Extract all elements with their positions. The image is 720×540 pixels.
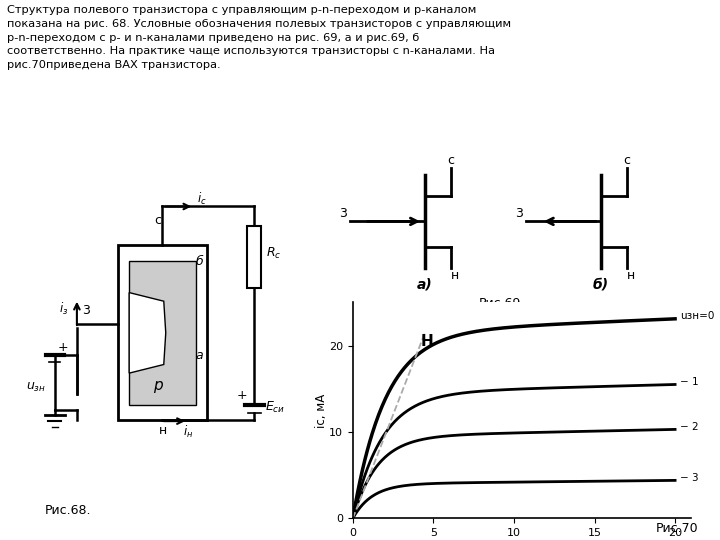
Text: с: с — [448, 153, 454, 166]
Text: $i_н$: $i_н$ — [183, 424, 194, 440]
Text: uзн=0: uзн=0 — [680, 311, 714, 321]
Text: Н: Н — [420, 334, 433, 349]
Bar — [118, 245, 207, 420]
Text: − 1: − 1 — [680, 377, 698, 387]
Text: Рис.70: Рис.70 — [656, 522, 698, 535]
Text: н: н — [451, 269, 459, 282]
Text: Рис.68.: Рис.68. — [45, 504, 91, 517]
Text: 3: 3 — [81, 305, 89, 318]
Text: н: н — [626, 269, 635, 282]
Text: Рис.69: Рис.69 — [479, 297, 521, 310]
Text: а): а) — [417, 278, 433, 292]
Text: н: н — [159, 424, 168, 437]
Text: $R_с$: $R_с$ — [266, 246, 282, 261]
Bar — [129, 261, 196, 405]
Text: с: с — [624, 153, 631, 166]
Text: $i_з$: $i_з$ — [60, 300, 69, 316]
Y-axis label: iс, мА: iс, мА — [315, 393, 328, 428]
Text: +: + — [237, 389, 248, 402]
Text: p: p — [153, 378, 163, 393]
Text: − 2: − 2 — [680, 422, 698, 432]
Text: 3: 3 — [515, 207, 523, 220]
Text: $u_{зн}$: $u_{зн}$ — [26, 381, 46, 394]
Text: +: + — [58, 341, 68, 354]
Text: $E_{си}$: $E_{си}$ — [266, 400, 285, 415]
Text: 3: 3 — [338, 207, 346, 220]
Text: а: а — [196, 349, 203, 362]
Text: $i_с$: $i_с$ — [197, 191, 207, 207]
Text: с: с — [155, 214, 161, 227]
Polygon shape — [129, 293, 166, 373]
Bar — [248, 226, 261, 288]
Text: б: б — [196, 255, 204, 268]
Text: Структура полевого транзистора с управляющим p-n-переходом и р-каналом
показана : Структура полевого транзистора с управля… — [7, 5, 511, 70]
Text: б): б) — [593, 278, 609, 292]
Text: − 3: − 3 — [680, 473, 698, 483]
